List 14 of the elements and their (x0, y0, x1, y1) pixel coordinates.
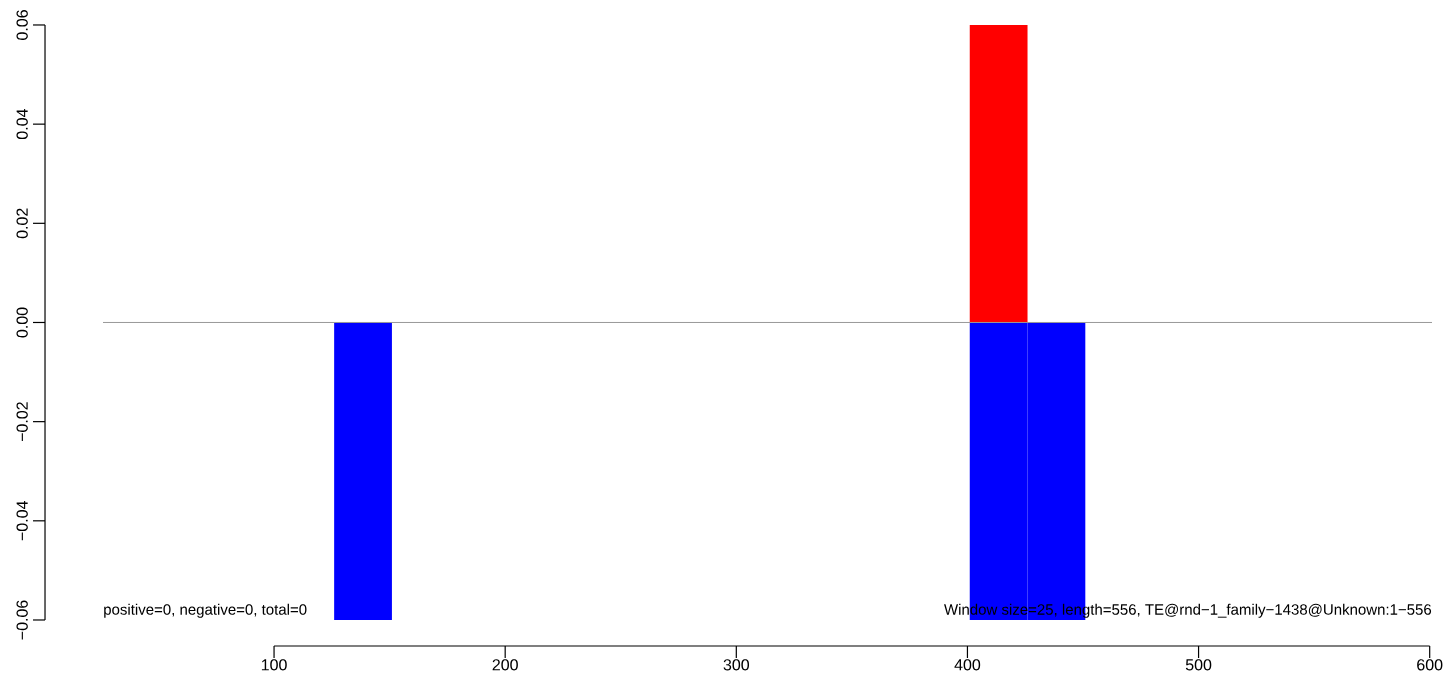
x-tick-label: 500 (1185, 659, 1212, 671)
x-tick-label: 600 (1417, 659, 1443, 671)
y-tick-label: −0.04 (16, 501, 28, 541)
y-tick-label: 0.04 (16, 109, 28, 140)
x-tick-label: 200 (492, 659, 518, 671)
y-tick-label: −0.06 (16, 600, 28, 640)
x-tick-label: 300 (723, 659, 750, 671)
y-tick-label: 0.06 (16, 10, 28, 40)
y-tick-label: 0.02 (16, 208, 28, 239)
y-tick-label: −0.02 (16, 402, 28, 442)
x-tick-label: 100 (261, 659, 287, 671)
y-tick-label: 0.00 (16, 307, 28, 338)
x-tick-label: 400 (954, 659, 981, 671)
annotation: positive=0, negative=0, total=0 (104, 603, 307, 618)
